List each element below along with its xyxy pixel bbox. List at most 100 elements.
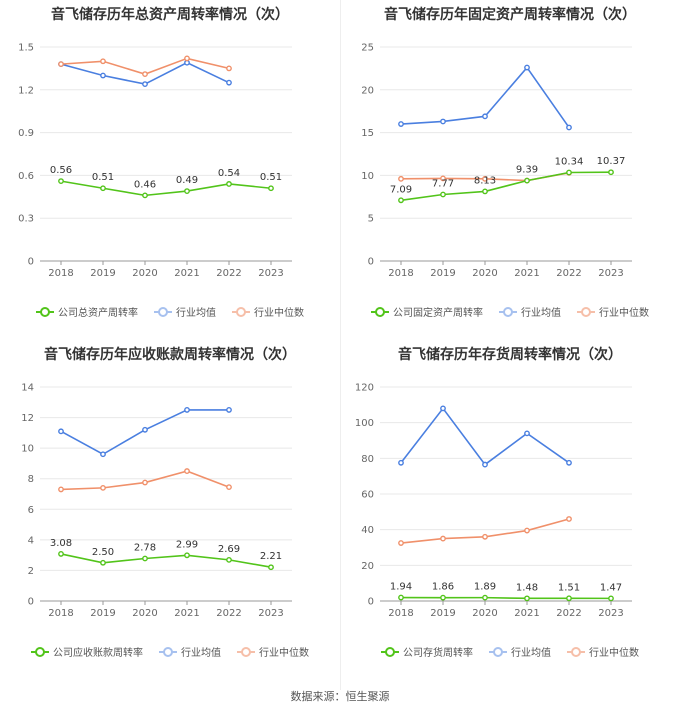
chart-legend: 公司固定资产周转率 行业均值 行业中位数 (340, 304, 680, 319)
line-chart: 0 0.3 0.6 0.9 1.2 1.5 2018 2019 2020 2021 2022 2023… (18, 43, 292, 279)
legend-marker-icon (159, 646, 177, 657)
data-label: 7.09 (390, 184, 412, 195)
series-line (400, 171, 612, 202)
y-tick-label: 60 (361, 490, 374, 501)
legend-marker-icon (489, 646, 507, 657)
legend-item-industry-median[interactable]: 行业中位数 (232, 304, 304, 319)
data-label: 0.51 (260, 172, 282, 183)
y-tick-label: 14 (21, 383, 34, 394)
legend-item-company[interactable]: 公司应收账款周转率 (31, 644, 143, 659)
data-point (184, 55, 190, 62)
legend-label: 公司存货周转率 (403, 648, 473, 659)
y-tick-label: 1.2 (18, 85, 34, 96)
y-tick-label: 0 (368, 257, 374, 268)
y-tick-label: 0.6 (18, 171, 34, 182)
data-point (524, 595, 530, 602)
data-label: 1.94 (390, 582, 412, 593)
data-point (268, 185, 274, 192)
legend-item-industry-mean[interactable]: 行业均值 (499, 304, 561, 319)
data-label: 10.37 (597, 156, 626, 167)
data-point (184, 407, 190, 413)
data-point (440, 535, 446, 542)
legend-item-industry-mean[interactable]: 行业均值 (489, 644, 551, 659)
data-label: 0.51 (92, 172, 114, 183)
y-tick-label: 0.3 (18, 214, 34, 225)
data-label: 2.69 (218, 544, 240, 555)
y-tick-label: 20 (361, 561, 374, 572)
legend-marker-icon (567, 646, 585, 657)
data-point (226, 407, 232, 413)
data-point (100, 72, 106, 79)
data-point (184, 188, 190, 194)
y-tick-label: 0 (28, 597, 34, 608)
legend-item-industry-mean[interactable]: 行业均值 (159, 644, 221, 659)
x-tick-label: 2021 (514, 608, 539, 619)
legend-item-company[interactable]: 公司存货周转率 (381, 644, 473, 659)
x-tick-label: 2019 (90, 268, 115, 279)
data-point (440, 118, 446, 125)
line-chart: 0 2 4 6 8 10 12 14 2018 2019 2020 2021 2022 2023 3.08 2… (21, 383, 292, 619)
legend-marker-icon (577, 306, 595, 317)
data-point (58, 551, 64, 557)
data-label: 8.13 (474, 175, 496, 186)
chart-title: 音飞储存历年存货周转率情况（次） (398, 347, 622, 363)
chart-panel-receivables-turnover: 音飞储存历年应收账款周转率情况（次） 0 2 4 6 8 10 12 14 2018 2019 20… (0, 340, 340, 680)
y-tick-label: 4 (28, 535, 34, 546)
data-point (398, 594, 404, 601)
data-label: 1.47 (600, 582, 622, 593)
data-point (566, 516, 572, 522)
data-label: 2.50 (92, 547, 114, 558)
x-tick-label: 2021 (514, 268, 539, 279)
y-tick-label: 25 (361, 43, 374, 54)
y-tick-label: 80 (361, 454, 374, 465)
y-tick-label: 1.5 (18, 43, 34, 54)
data-point (58, 428, 64, 435)
data-point (482, 113, 488, 120)
x-tick-label: 2021 (174, 268, 199, 279)
y-tick-label: 15 (361, 128, 374, 139)
data-point (482, 175, 488, 182)
legend-label: 公司总资产周转率 (58, 308, 138, 319)
x-tick-label: 2022 (216, 268, 241, 279)
data-point (142, 81, 148, 87)
data-label: 0.46 (134, 179, 156, 190)
legend-item-industry-median[interactable]: 行业中位数 (567, 644, 639, 659)
data-point (524, 64, 530, 71)
series-line (60, 180, 272, 197)
x-tick-label: 2018 (48, 608, 73, 619)
data-point (398, 459, 404, 466)
data-point (226, 181, 232, 187)
chart-panel-inventory-turnover: 音飞储存历年存货周转率情况（次） 0 20 40 60 80 100 120 2018 2019… (340, 340, 680, 680)
y-tick-label: 100 (355, 418, 374, 429)
data-point (482, 533, 488, 540)
y-tick-label: 120 (355, 383, 374, 394)
legend-marker-icon (31, 646, 49, 657)
series-line (400, 596, 612, 600)
data-label: 0.49 (176, 175, 198, 186)
data-label: 2.21 (260, 551, 282, 562)
data-point (524, 430, 530, 437)
x-tick-label: 2019 (430, 268, 455, 279)
x-tick-label: 2022 (556, 608, 581, 619)
legend-item-industry-mean[interactable]: 行业均值 (154, 304, 216, 319)
y-tick-label: 40 (361, 525, 374, 536)
line-chart: 0 20 40 60 80 100 120 2018 2019 2020 2021 2022 2023 1… (355, 383, 632, 619)
series-line (60, 553, 272, 569)
legend-label: 行业均值 (511, 648, 551, 659)
data-point (440, 191, 446, 198)
data-label: 3.08 (50, 538, 72, 549)
data-point (142, 192, 148, 199)
legend-item-industry-median[interactable]: 行业中位数 (577, 304, 649, 319)
x-tick-label: 2020 (472, 268, 497, 279)
data-point (440, 175, 446, 182)
legend-marker-icon (381, 646, 399, 657)
legend-item-company[interactable]: 公司总资产周转率 (36, 304, 138, 319)
data-point (268, 564, 274, 571)
data-point (398, 121, 404, 127)
data-point (566, 124, 572, 131)
legend-item-industry-median[interactable]: 行业中位数 (237, 644, 309, 659)
data-label: 9.39 (516, 165, 538, 176)
data-point (142, 71, 148, 78)
data-label: 0.56 (50, 165, 72, 176)
legend-item-company[interactable]: 公司固定资产周转率 (371, 304, 483, 319)
